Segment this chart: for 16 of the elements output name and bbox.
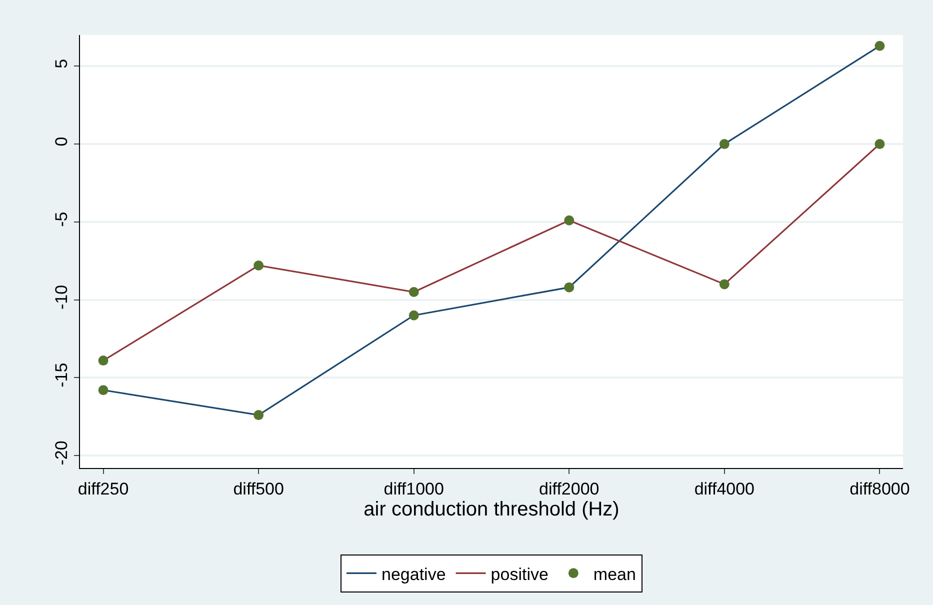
x-tick-label: diff250 (78, 479, 129, 498)
y-tick-label: -15 (52, 362, 72, 388)
x-tick-label: diff500 (233, 479, 284, 498)
x-tick-label: diff2000 (539, 479, 600, 498)
y-tick-label: -10 (52, 284, 72, 310)
legend-label: positive (490, 564, 548, 584)
x-tick-label: diff1000 (384, 479, 444, 498)
x-tick-label: diff8000 (850, 479, 910, 498)
x-tick-label: diff4000 (694, 479, 755, 498)
y-tick-label: 0 (52, 136, 72, 146)
legend-label: negative (382, 564, 446, 584)
y-tick-label: -5 (52, 212, 72, 227)
legend-label: mean (593, 564, 636, 584)
y-tick-label: -20 (52, 440, 72, 466)
x-axis-title: air conduction threshold (Hz) (364, 498, 620, 520)
y-tick-label: 5 (52, 58, 72, 68)
